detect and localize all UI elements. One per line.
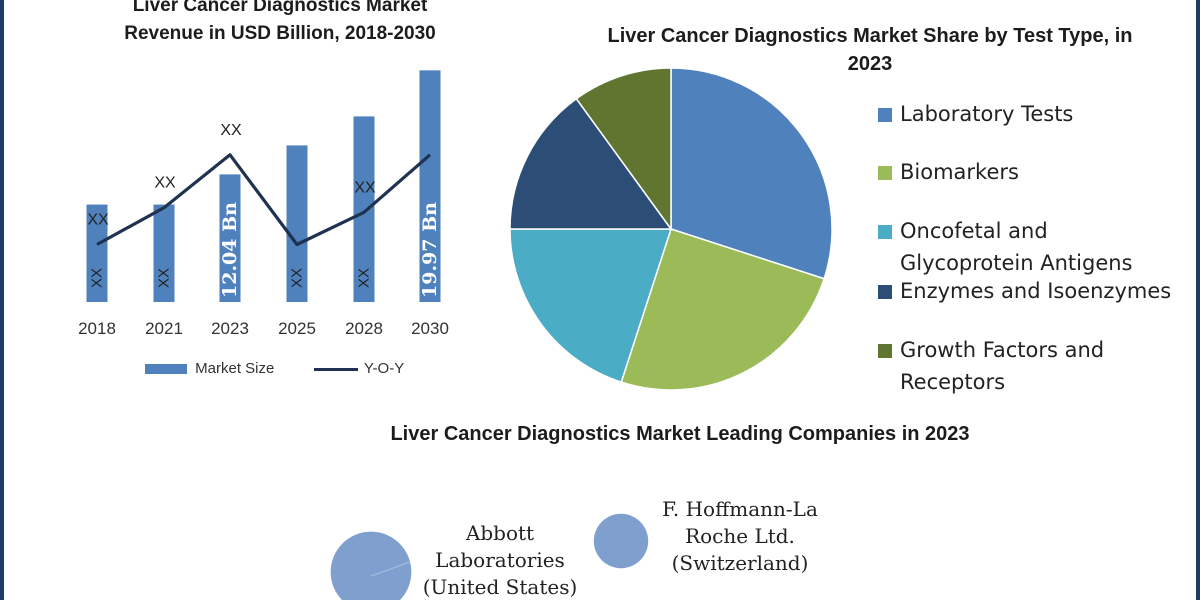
bar-data-label: 12.04 Bn <box>219 202 241 298</box>
line-data-label: XX <box>87 212 109 229</box>
pie-chart <box>509 67 833 391</box>
legend-line-yoy <box>314 367 358 371</box>
bar-data-label: 19.97 Bn <box>419 202 441 298</box>
legend-swatch-growth-factors <box>878 344 892 358</box>
legend-label-laboratory-tests: Laboratory Tests <box>900 102 1074 126</box>
x-tick-label: 2018 <box>78 319 116 338</box>
legend-swatch-biomarkers <box>878 166 892 180</box>
x-tick-label: 2021 <box>145 319 183 338</box>
right-frame-border <box>1196 0 1200 600</box>
legend-label-enzymes: Enzymes and Isoenzymes <box>900 279 1172 303</box>
companies-chart-title: Liver Cancer Diagnostics Market Leading … <box>390 423 970 445</box>
bar <box>353 116 375 303</box>
x-tick-label: 2028 <box>345 319 383 338</box>
line-data-label: XX <box>220 122 242 139</box>
legend-yoy: Y-O-Y <box>314 360 404 377</box>
pie-slice <box>509 228 673 384</box>
legend-swatch-oncofetal <box>878 225 892 239</box>
x-tick-label: 2023 <box>211 319 249 338</box>
x-tick-label: 2025 <box>278 319 316 338</box>
company-bubble <box>593 513 649 569</box>
bar-data-label: XX <box>289 268 306 288</box>
x-tick-label: 2030 <box>411 319 449 338</box>
bar <box>86 204 108 302</box>
bar <box>286 145 308 302</box>
legend-swatch-market-size <box>145 364 187 375</box>
bar <box>419 70 441 303</box>
bubble-leader-line <box>370 561 411 577</box>
bar <box>219 174 241 302</box>
legend-label-yoy: Y-O-Y <box>363 360 405 377</box>
legend-label-oncofetal: Oncofetal and Glycoprotein Antigens <box>900 219 1133 275</box>
legend-swatch-enzymes <box>878 285 892 299</box>
legend-label-growth-factors: Growth Factors and Receptors <box>900 338 1105 394</box>
bar-data-label: XX <box>89 268 106 288</box>
company-bubble <box>330 531 412 600</box>
legend-market-size: Market Size <box>145 360 274 377</box>
bar-data-label: XX <box>356 268 373 288</box>
bar-chart-title: Liver Cancer Diagnostics Market Revenue … <box>124 0 436 44</box>
pie-slice <box>509 97 673 230</box>
legend-label-market-size: Market Size <box>195 360 275 377</box>
line-data-label: XX <box>354 179 376 196</box>
bar <box>153 204 175 302</box>
pie-slice <box>575 67 672 232</box>
company-label-abbott: Abbott Laboratories (United States) <box>422 521 578 599</box>
company-label-roche: F. Hoffmann-La Roche Ltd. (Switzerland) <box>662 497 818 575</box>
pie-chart-title: Liver Cancer Diagnostics Market Share by… <box>607 25 1133 75</box>
line-data-label: XX <box>154 175 176 192</box>
legend-label-biomarkers: Biomarkers <box>900 160 1019 184</box>
pie-slice <box>620 228 826 391</box>
bar-data-label: XX <box>156 268 173 288</box>
bar-line-chart: XX 2018 XX 2021 12.04 Bn 2023 XX 2025 XX 2028 19.9… <box>78 70 449 338</box>
legend-swatch-laboratory-tests <box>878 108 892 122</box>
yoy-line <box>96 153 432 247</box>
left-frame-border <box>0 0 4 600</box>
pie-slice <box>670 67 833 280</box>
